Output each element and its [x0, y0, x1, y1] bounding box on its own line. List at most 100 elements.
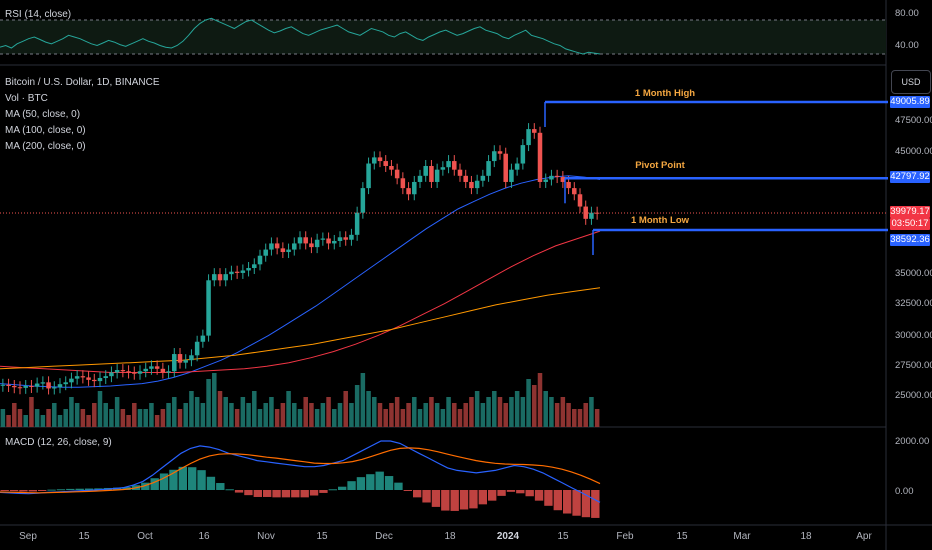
rsi-tick-40: 40.00 [895, 40, 919, 51]
candle [97, 378, 103, 382]
macd-histogram-bar [375, 471, 384, 490]
rsi-legend[interactable]: RSI (14, close) [5, 9, 72, 20]
volume-bar [132, 403, 137, 427]
volume-bar [509, 397, 514, 427]
macd-histogram-bar [19, 490, 28, 492]
macd-histogram-bar [563, 490, 572, 514]
candle [172, 354, 177, 372]
candle [372, 157, 377, 164]
ma200-legend[interactable]: MA (200, close, 0) [5, 141, 86, 152]
price-tick-47500: 47500.00 [895, 115, 932, 126]
volume-bar [480, 403, 486, 427]
volume-bar [200, 403, 206, 427]
ma50-legend[interactable]: MA (50, close, 0) [5, 109, 81, 120]
candle [326, 238, 331, 244]
volume-bar [583, 403, 588, 427]
ma100-line [0, 230, 601, 373]
macd-histogram-bar [319, 490, 328, 493]
candle [469, 181, 474, 189]
macd-histogram-bar [525, 490, 534, 497]
volume-bar [537, 373, 543, 427]
volume-bar [114, 397, 120, 427]
volume-bar [354, 385, 360, 427]
currency-button[interactable]: USD [891, 70, 931, 94]
candle [229, 271, 234, 275]
macd-histogram-bar [291, 490, 300, 498]
volume-bar [406, 403, 411, 427]
candle [554, 175, 560, 178]
candle [514, 163, 520, 170]
volume-bar [149, 403, 154, 427]
volume-bar [434, 403, 440, 427]
candle [406, 188, 411, 195]
macd-histogram-bar [516, 490, 525, 494]
volume-bar [0, 409, 6, 427]
macd-histogram-bar [394, 482, 403, 490]
volume-bar [394, 397, 400, 427]
x-tick-2024: 2024 [496, 531, 520, 542]
candle [257, 255, 263, 265]
x-tick-sep: Sep [19, 531, 37, 542]
candle [109, 372, 114, 377]
volume-bar [263, 403, 268, 427]
month-high-label: 1 Month High [634, 88, 696, 99]
volume-bar [206, 379, 211, 427]
candle [69, 378, 74, 383]
volume-bar [446, 397, 451, 427]
ma100-legend[interactable]: MA (100, close, 0) [5, 125, 86, 136]
macd-histogram-bar [159, 473, 169, 490]
volume-bar [269, 397, 274, 427]
volume-bar [109, 409, 114, 427]
candle [440, 167, 446, 170]
candle [149, 366, 154, 369]
volume-bar [360, 373, 366, 427]
volume-bar [189, 391, 194, 427]
macd-histogram-bar [459, 490, 469, 510]
volume-bar [120, 409, 126, 427]
x-tick-nov: Nov [257, 531, 275, 542]
macd-histogram-bar [384, 476, 394, 490]
candle [429, 165, 434, 182]
volume-bar [252, 391, 257, 427]
macd-histogram-bar [28, 490, 37, 492]
macd-histogram-bar [300, 490, 309, 498]
volume-bar [309, 403, 314, 427]
volume-bar [429, 397, 434, 427]
macd-histogram-bar [356, 477, 366, 490]
volume-bar [589, 397, 594, 427]
volume-bar [257, 409, 263, 427]
macd-histogram-bar [403, 490, 412, 491]
x-tick-sep-15: 15 [78, 531, 90, 542]
volume-bar [217, 391, 223, 427]
volume-bar [469, 397, 474, 427]
macd-histogram-bar [366, 474, 375, 490]
volume-bar [80, 409, 86, 427]
volume-bar [74, 403, 80, 427]
candle [509, 169, 514, 182]
month-low-label: 1 Month Low [630, 215, 690, 226]
candle [286, 249, 291, 253]
macd-histogram-bar [122, 487, 131, 490]
macd-histogram-bar [178, 466, 187, 490]
candle [492, 151, 497, 162]
macd-histogram-bar [38, 490, 47, 491]
candle [137, 371, 143, 374]
candle [560, 177, 566, 182]
volume-bar [63, 409, 68, 427]
volume-bar [92, 403, 97, 427]
macd-histogram-bar [197, 470, 206, 490]
volume-bar [440, 409, 446, 427]
volume-bar [520, 397, 526, 427]
volume-bar [274, 409, 280, 427]
candle [194, 341, 200, 356]
macd-legend[interactable]: MACD (12, 26, close, 9) [5, 437, 112, 448]
volume-legend[interactable]: Vol · BTC [5, 93, 48, 104]
volume-bar [172, 397, 177, 427]
price-tick-32500: 32500.00 [895, 298, 932, 309]
volume-bar [69, 397, 74, 427]
main-title[interactable]: Bitcoin / U.S. Dollar, 1D, BINANCE [5, 77, 160, 88]
candle [314, 239, 320, 248]
volume-bar [34, 409, 40, 427]
candle [200, 335, 206, 342]
